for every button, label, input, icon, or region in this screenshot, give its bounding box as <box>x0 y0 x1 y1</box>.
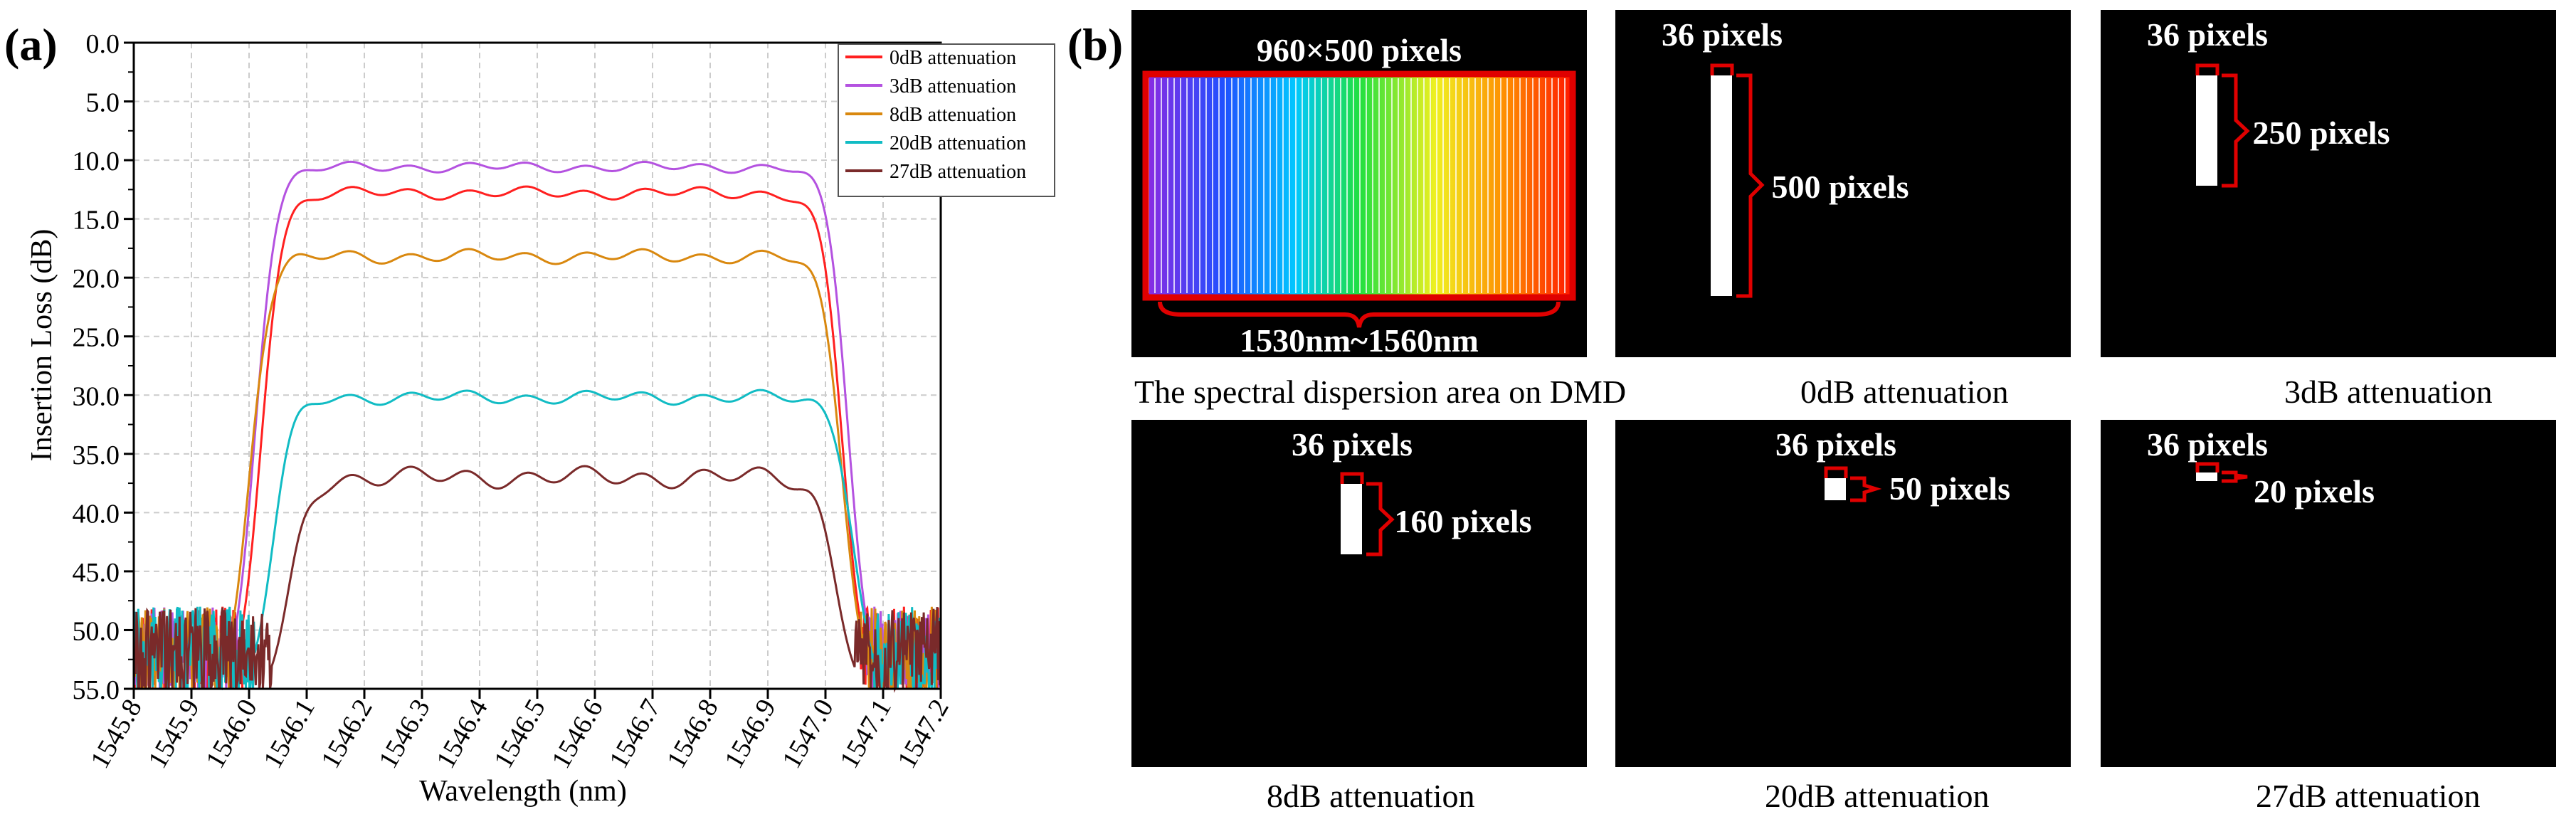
dmd-tile-3db: 36 pixels 250 pixels <box>2101 10 2556 357</box>
x-tick-label: 1547.2 <box>892 695 955 773</box>
caption-area: The spectral dispersion area on DMD <box>1134 374 1627 410</box>
y-axis-label: Insertion Loss (dB) <box>26 229 58 462</box>
height-label-27db: 20 pixels <box>2254 473 2375 509</box>
mirror-strip-27db <box>2196 472 2217 481</box>
insertion-loss-chart: 0.0 5.0 10.0 15.0 20.0 25.0 30.0 35.0 40.0 45.0 50… <box>26 29 1055 808</box>
height-label-0db: 500 pixels <box>1772 169 1909 205</box>
x-tick-label: 1547.0 <box>776 695 840 773</box>
mirror-strip-8db <box>1341 484 1362 554</box>
y-tick-label: 45.0 <box>73 558 120 588</box>
y-tick-label: 55.0 <box>73 675 120 705</box>
spectral-stripes <box>1148 78 1566 293</box>
y-tick-label: 25.0 <box>73 323 120 353</box>
y-tick-label: 40.0 <box>73 499 120 529</box>
dmd-tile-27db: 36 pixels 20 pixels <box>2101 420 2556 767</box>
dmd-tile-area: 960×500 pixels 1530nm~1560nm <box>1131 10 1587 357</box>
height-label-8db: 160 pixels <box>1395 503 1532 539</box>
dmd-tile-20db: 36 pixels 50 pixels <box>1615 420 2071 767</box>
height-label-3db: 250 pixels <box>2253 115 2390 151</box>
legend: 0dB attenuation 3dB attenuation 8dB attenu… <box>838 43 1055 197</box>
series-line-2 <box>132 248 942 690</box>
y-tick-label: 5.0 <box>86 88 120 118</box>
y-tick-label: 30.0 <box>73 381 120 411</box>
mirror-strip-0db <box>1711 75 1732 296</box>
x-tick-label: 1546.1 <box>258 695 321 773</box>
x-tick-label: 1547.1 <box>834 695 897 773</box>
mirror-strip-3db <box>2196 75 2217 186</box>
x-tick-label: 1546.8 <box>661 695 724 773</box>
y-tick-label: 50.0 <box>73 616 120 646</box>
x-tick-label: 1546.6 <box>546 695 609 773</box>
area-range-label: 1530nm~1560nm <box>1240 322 1479 357</box>
series-line-1 <box>132 160 942 690</box>
width-label-20db: 36 pixels <box>1775 426 1896 463</box>
caption-8db: 8dB attenuation <box>1267 778 1475 814</box>
series-lines <box>132 160 942 693</box>
legend-label-3: 20dB attenuation <box>890 132 1026 154</box>
y-tick-label: 0.0 <box>86 29 120 59</box>
x-tick-label: 1546.0 <box>200 695 263 773</box>
x-tick-label: 1546.7 <box>603 695 667 773</box>
caption-27db: 27dB attenuation <box>2256 778 2481 814</box>
x-axis-label: Wavelength (nm) <box>419 775 627 808</box>
legend-label-0: 0dB attenuation <box>890 47 1016 69</box>
x-tick-label: 1545.8 <box>85 695 148 773</box>
x-tick-label: 1546.2 <box>315 695 379 773</box>
caption-0db: 0dB attenuation <box>1800 374 2009 410</box>
width-label-27db: 36 pixels <box>2147 426 2268 463</box>
grid-lines <box>133 42 941 690</box>
x-tick-label: 1546.4 <box>431 695 494 773</box>
y-tick-label: 20.0 <box>73 264 120 294</box>
series-line-4 <box>132 465 942 693</box>
dmd-tile-0db: 36 pixels 500 pixels <box>1615 10 2071 357</box>
legend-label-1: 3dB attenuation <box>890 75 1016 97</box>
dmd-tile-8db: 36 pixels 160 pixels <box>1131 420 1587 767</box>
legend-label-4: 27dB attenuation <box>890 161 1026 183</box>
y-tick-label: 35.0 <box>73 440 120 470</box>
panel-label-b: (b) <box>1067 19 1124 70</box>
area-size-label: 960×500 pixels <box>1257 32 1462 68</box>
width-label-3db: 36 pixels <box>2147 16 2268 53</box>
area-outline <box>1142 70 1576 301</box>
x-tick-label: 1546.9 <box>719 695 782 773</box>
height-label-20db: 50 pixels <box>1889 470 2010 507</box>
width-label-8db: 36 pixels <box>1292 426 1413 463</box>
caption-20db: 20dB attenuation <box>1765 778 1990 814</box>
mirror-strip-20db <box>1825 478 1846 500</box>
y-tick-label: 15.0 <box>73 206 120 236</box>
y-tick-label: 10.0 <box>73 147 120 176</box>
area-brace <box>1158 301 1561 328</box>
series-line-3 <box>132 389 942 691</box>
x-tick-label: 1546.5 <box>488 695 551 773</box>
x-tick-label: 1546.3 <box>373 695 436 773</box>
x-tick-label: 1545.9 <box>142 695 206 773</box>
width-label-0db: 36 pixels <box>1662 16 1783 53</box>
legend-label-2: 8dB attenuation <box>890 104 1016 126</box>
caption-3db: 3dB attenuation <box>2284 374 2493 410</box>
panel-label-a: (a) <box>4 19 58 70</box>
series-line-0 <box>133 185 942 690</box>
